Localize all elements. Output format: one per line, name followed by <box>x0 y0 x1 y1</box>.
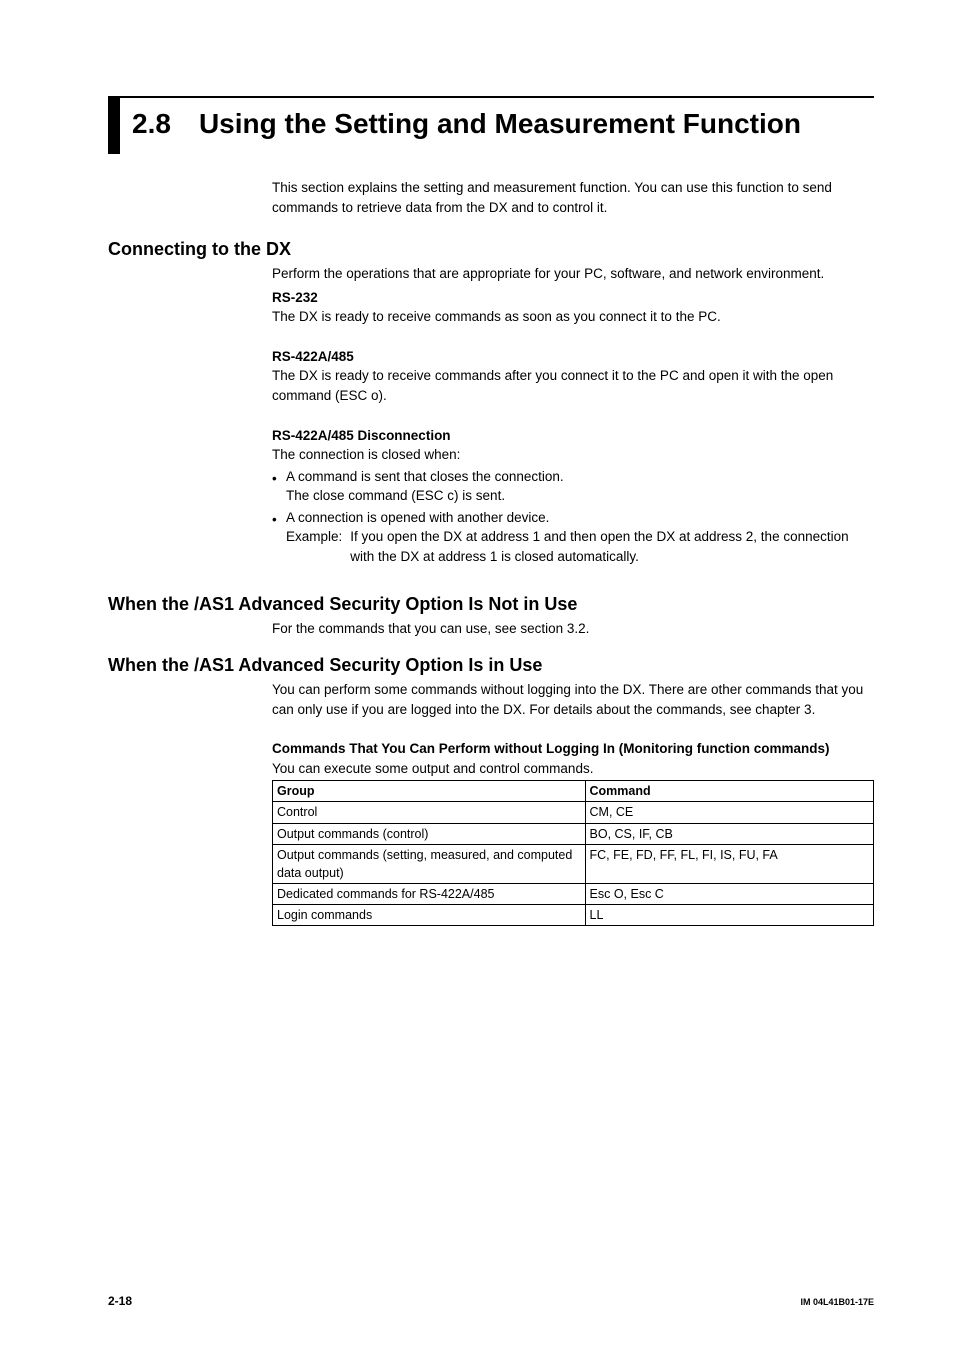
cell-group: Dedicated commands for RS-422A/485 <box>273 883 586 904</box>
sec3-para: You can perform some commands without lo… <box>272 680 874 719</box>
example-label: Example: <box>286 527 350 547</box>
page-container: 2.8 Using the Setting and Measurement Fu… <box>0 0 954 986</box>
cell-group: Login commands <box>273 905 586 926</box>
table-row: Control CM, CE <box>273 802 874 823</box>
rs422-para: The DX is ready to receive commands afte… <box>272 366 874 405</box>
example-text: If you open the DX at address 1 and then… <box>350 527 874 566</box>
sec1-lead: Perform the operations that are appropri… <box>272 264 874 284</box>
th-command: Command <box>585 781 873 802</box>
page-footer: 2-18 IM 04L41B01-17E <box>108 1294 874 1308</box>
bullet-2: • A connection is opened with another de… <box>272 508 874 567</box>
h2-in-use: When the /AS1 Advanced Security Option I… <box>108 655 874 676</box>
table-row: Output commands (control) BO, CS, IF, CB <box>273 823 874 844</box>
intro-paragraph: This section explains the setting and me… <box>272 178 874 217</box>
document-id: IM 04L41B01-17E <box>800 1297 874 1307</box>
sec2-para: For the commands that you can use, see s… <box>272 619 874 639</box>
table-header-row: Group Command <box>273 781 874 802</box>
bullet-dot-icon: • <box>272 467 286 489</box>
bullet-1-content: A command is sent that closes the connec… <box>286 467 874 506</box>
sec3-body: You can perform some commands without lo… <box>272 680 874 926</box>
h2-not-in-use: When the /AS1 Advanced Security Option I… <box>108 594 874 615</box>
title-black-bar <box>108 98 120 154</box>
bullet-1-line-2: The close command (ESC c) is sent. <box>286 486 874 506</box>
rs232-para: The DX is ready to receive commands as s… <box>272 307 874 327</box>
cell-command: FC, FE, FD, FF, FL, FI, IS, FU, FA <box>585 844 873 883</box>
bullet-dot-icon: • <box>272 508 286 530</box>
commands-heading: Commands That You Can Perform without Lo… <box>272 739 874 759</box>
page-number: 2-18 <box>108 1294 132 1308</box>
h2-connecting: Connecting to the DX <box>108 239 874 260</box>
cell-group: Output commands (setting, measured, and … <box>273 844 586 883</box>
rs232-heading: RS-232 <box>272 288 874 308</box>
bullet-2-line-1: A connection is opened with another devi… <box>286 508 874 528</box>
commands-lead: You can execute some output and control … <box>272 759 874 779</box>
section-title: Using the Setting and Measurement Functi… <box>199 108 801 140</box>
bullet-1: • A command is sent that closes the conn… <box>272 467 874 506</box>
table-row: Login commands LL <box>273 905 874 926</box>
th-group: Group <box>273 781 586 802</box>
sec2-body: For the commands that you can use, see s… <box>272 619 874 639</box>
sec1-body: Perform the operations that are appropri… <box>272 264 874 566</box>
commands-table: Group Command Control CM, CE Output comm… <box>272 780 874 926</box>
cell-command: BO, CS, IF, CB <box>585 823 873 844</box>
rs422-disc-lead: The connection is closed when: <box>272 445 874 465</box>
cell-command: Esc O, Esc C <box>585 883 873 904</box>
table-row: Output commands (setting, measured, and … <box>273 844 874 883</box>
cell-command: CM, CE <box>585 802 873 823</box>
title-row: 2.8 Using the Setting and Measurement Fu… <box>132 98 874 154</box>
section-title-block: 2.8 Using the Setting and Measurement Fu… <box>108 96 874 154</box>
table-row: Dedicated commands for RS-422A/485 Esc O… <box>273 883 874 904</box>
example-row: Example: If you open the DX at address 1… <box>286 527 874 566</box>
rs422-heading: RS-422A/485 <box>272 347 874 367</box>
section-number: 2.8 <box>132 108 171 140</box>
cell-group: Output commands (control) <box>273 823 586 844</box>
bullet-1-line-1: A command is sent that closes the connec… <box>286 467 874 487</box>
cell-command: LL <box>585 905 873 926</box>
cell-group: Control <box>273 802 586 823</box>
bullet-2-content: A connection is opened with another devi… <box>286 508 874 567</box>
rs422-disc-heading: RS-422A/485 Disconnection <box>272 426 874 446</box>
